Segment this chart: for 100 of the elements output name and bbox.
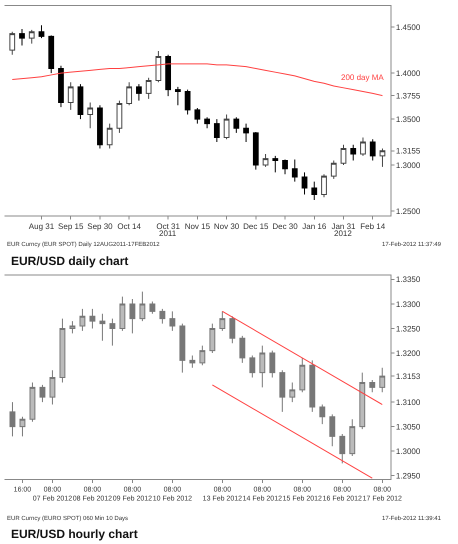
candlestick	[209, 323, 216, 354]
candlestick	[272, 155, 278, 173]
y-tick-label: 1.3050	[396, 422, 421, 432]
candlestick	[165, 54, 172, 97]
candlestick	[78, 84, 84, 120]
candlestick	[309, 360, 316, 412]
candlestick	[89, 308, 96, 329]
candlestick	[69, 320, 76, 334]
line-series	[12, 63, 383, 96]
x-tick-label: Jan 31	[331, 222, 356, 232]
text: 2012	[334, 229, 352, 238]
candlestick	[214, 118, 220, 143]
candlestick	[233, 116, 240, 134]
y-tick-label: 1.3500	[396, 114, 421, 124]
candlestick	[224, 114, 230, 140]
y-tick-label: 1.4000	[396, 68, 421, 78]
candlestick	[79, 308, 86, 332]
x-tick-label: Sep 30	[87, 222, 114, 232]
candlestick	[139, 291, 146, 322]
candlestick	[87, 102, 94, 129]
y-tick-label: 1.4500	[396, 22, 421, 32]
y-tick-label: 1.3155	[396, 146, 421, 156]
y-tick-label: 1.3200	[396, 348, 421, 358]
text: EUR/USD daily chart	[11, 254, 128, 268]
candlestick	[146, 77, 152, 100]
candlestick	[204, 116, 210, 129]
candlestick	[330, 160, 337, 180]
candlestick	[38, 24, 44, 39]
candlestick	[289, 382, 296, 403]
candlestick	[239, 335, 246, 364]
candlestick	[194, 108, 200, 124]
candlestick	[97, 104, 103, 149]
candlestick	[311, 181, 318, 200]
candlestick	[109, 318, 116, 346]
y-tick-label: 1.3250	[396, 324, 421, 334]
candlestick	[319, 404, 326, 425]
candlestick	[262, 154, 268, 168]
candlestick	[302, 172, 308, 195]
candlestick	[10, 402, 16, 437]
candlestick	[49, 370, 56, 406]
candlestick	[48, 34, 54, 74]
candlestick	[282, 159, 288, 175]
x-tick-label: Sep 15	[58, 222, 84, 232]
candlestick	[350, 144, 356, 161]
candlestick	[119, 296, 126, 332]
y-tick-label: 1.3755	[396, 91, 421, 100]
candlestick	[58, 65, 64, 108]
candlestick	[360, 136, 366, 156]
text: 2011	[159, 229, 177, 238]
candlestick	[179, 323, 186, 374]
candlestick	[199, 345, 206, 366]
candlestick	[243, 123, 249, 143]
candlestick	[106, 123, 113, 149]
candlestick	[321, 174, 327, 198]
candlestick	[116, 100, 122, 134]
candlestick	[156, 50, 162, 83]
candlestick	[28, 29, 35, 44]
candlestick	[269, 350, 276, 378]
y-tick-label: 1.3000	[396, 446, 421, 456]
candlestick	[68, 82, 74, 110]
candlestick	[174, 86, 181, 106]
y-tick-label: 1.3153	[396, 372, 421, 381]
y-tick-label: 1.2500	[396, 206, 421, 216]
x-tick-label: Oct 14	[117, 222, 142, 232]
candlestick	[340, 144, 346, 166]
candlestick	[370, 138, 376, 161]
candlestick	[249, 354, 256, 378]
x-tick-label: Dec 30	[272, 222, 298, 232]
candlestick	[126, 82, 132, 106]
candlestick	[292, 159, 298, 182]
candlestick	[252, 131, 259, 170]
x-tick-label: Oct 31	[156, 222, 180, 232]
candlestick	[129, 298, 136, 334]
candlestick	[339, 433, 346, 464]
y-tick-label: 1.2950	[396, 471, 421, 480]
candlestick	[259, 345, 266, 388]
candlestick	[9, 31, 16, 56]
candlestick	[149, 301, 156, 314]
x-tick-label: Nov 30	[214, 222, 240, 232]
candlestick	[380, 148, 386, 168]
x-tick-label: Dec 15	[243, 222, 270, 232]
y-tick-label: 1.3300	[396, 300, 421, 309]
candlestick	[349, 418, 356, 457]
candlestick	[169, 310, 176, 332]
candlestick	[159, 308, 166, 324]
candlestick	[19, 28, 25, 46]
y-tick-label: 1.3000	[396, 160, 421, 170]
candlestick	[39, 384, 46, 403]
series-label: 200 day MA	[341, 73, 384, 82]
candlestick	[30, 382, 36, 422]
candlestick	[59, 318, 66, 383]
candlestick	[329, 414, 336, 447]
candlestick	[99, 313, 106, 342]
candlestick	[219, 310, 226, 332]
candlestick	[359, 372, 366, 430]
x-tick-label: Nov 15	[184, 222, 211, 232]
candlestick	[20, 416, 26, 437]
candlestick	[369, 380, 376, 393]
y-tick-label: 1.3350	[396, 275, 421, 284]
candlestick	[229, 316, 236, 344]
